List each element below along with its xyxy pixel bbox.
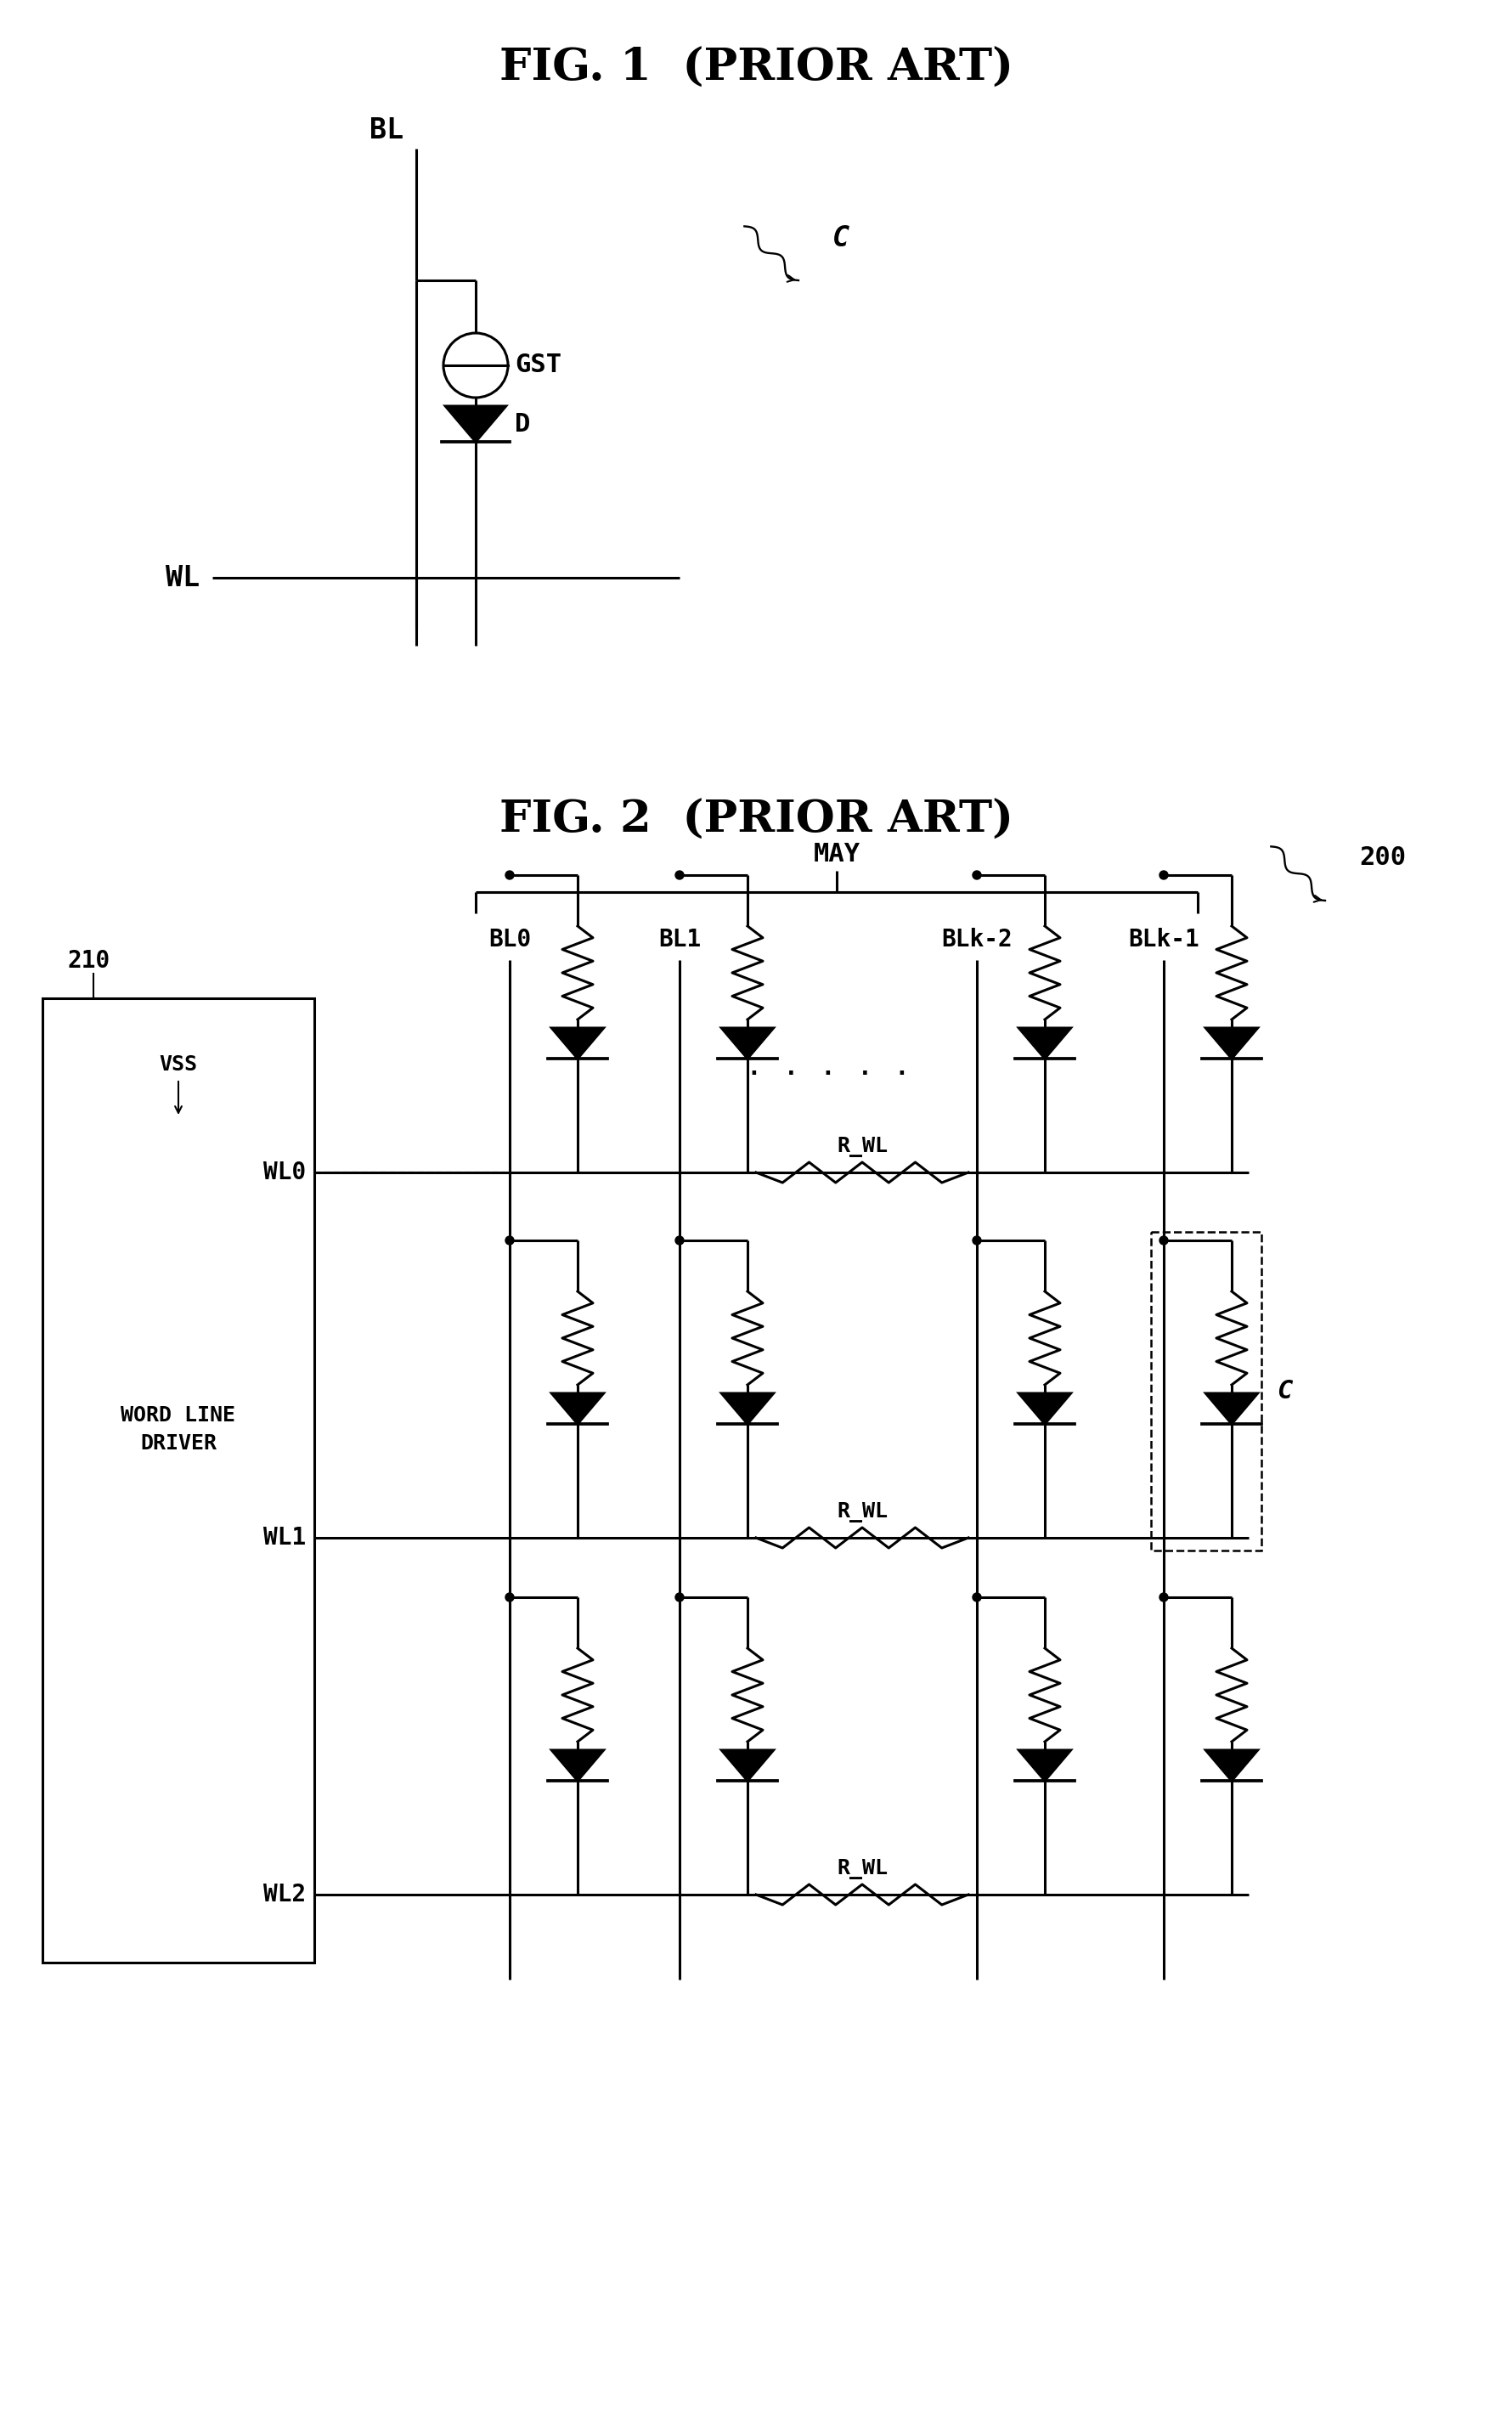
Polygon shape bbox=[721, 1394, 773, 1423]
Polygon shape bbox=[1018, 1751, 1070, 1780]
Polygon shape bbox=[552, 1394, 603, 1423]
FancyBboxPatch shape bbox=[42, 999, 314, 1963]
Circle shape bbox=[674, 1237, 683, 1245]
Polygon shape bbox=[1205, 1028, 1256, 1059]
Polygon shape bbox=[445, 405, 505, 441]
Circle shape bbox=[674, 871, 683, 880]
Circle shape bbox=[505, 1592, 514, 1602]
Circle shape bbox=[972, 1237, 981, 1245]
Text: MAY: MAY bbox=[813, 842, 860, 866]
Text: VSS: VSS bbox=[159, 1054, 198, 1076]
Polygon shape bbox=[552, 1028, 603, 1059]
Circle shape bbox=[1158, 1237, 1167, 1245]
Text: WORD LINE
DRIVER: WORD LINE DRIVER bbox=[121, 1406, 236, 1454]
Circle shape bbox=[1158, 871, 1167, 880]
Text: FIG. 2  (PRIOR ART): FIG. 2 (PRIOR ART) bbox=[499, 798, 1013, 842]
Circle shape bbox=[1158, 1592, 1167, 1602]
Circle shape bbox=[505, 871, 514, 880]
Circle shape bbox=[972, 1592, 981, 1602]
Text: C: C bbox=[832, 224, 850, 251]
Text: WL0: WL0 bbox=[263, 1160, 305, 1184]
Text: BLk-1: BLk-1 bbox=[1128, 929, 1199, 953]
Text: . . . . .: . . . . . bbox=[744, 1052, 910, 1081]
Text: WL1: WL1 bbox=[263, 1527, 305, 1549]
Text: C: C bbox=[1276, 1380, 1291, 1404]
Text: WL2: WL2 bbox=[263, 1884, 305, 1905]
Text: FIG. 1  (PRIOR ART): FIG. 1 (PRIOR ART) bbox=[499, 46, 1013, 89]
Text: 200: 200 bbox=[1358, 847, 1405, 871]
Text: BL1: BL1 bbox=[658, 929, 700, 953]
Circle shape bbox=[972, 871, 981, 880]
Text: BL0: BL0 bbox=[488, 929, 531, 953]
Polygon shape bbox=[1018, 1028, 1070, 1059]
Text: R_WL: R_WL bbox=[836, 1860, 888, 1879]
Text: WL: WL bbox=[165, 564, 200, 591]
Circle shape bbox=[674, 1592, 683, 1602]
Text: D: D bbox=[514, 412, 529, 437]
Circle shape bbox=[505, 1237, 514, 1245]
Text: BLk-2: BLk-2 bbox=[940, 929, 1012, 953]
Polygon shape bbox=[721, 1028, 773, 1059]
Polygon shape bbox=[552, 1751, 603, 1780]
Text: GST: GST bbox=[514, 352, 561, 379]
Text: R_WL: R_WL bbox=[836, 1136, 888, 1158]
Polygon shape bbox=[721, 1751, 773, 1780]
Text: BL: BL bbox=[369, 116, 404, 145]
Polygon shape bbox=[1205, 1751, 1256, 1780]
Text: R_WL: R_WL bbox=[836, 1503, 888, 1522]
Text: 210: 210 bbox=[68, 948, 110, 972]
Polygon shape bbox=[1205, 1394, 1256, 1423]
Polygon shape bbox=[1018, 1394, 1070, 1423]
